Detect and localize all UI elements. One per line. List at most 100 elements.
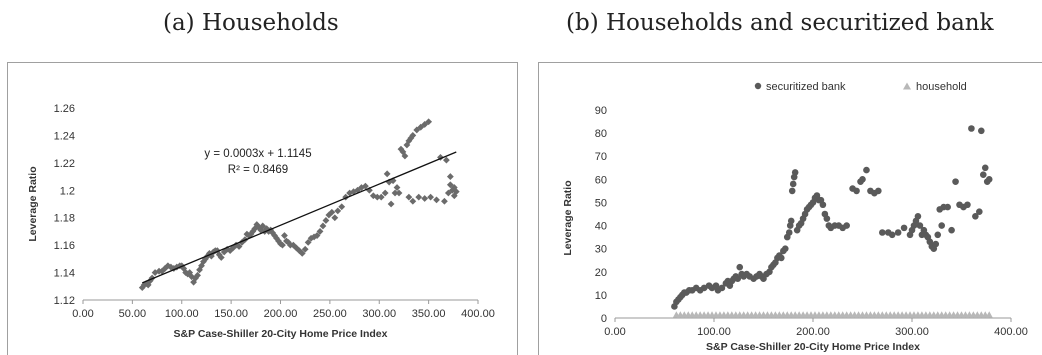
data-point-diamond: [425, 118, 433, 126]
x-tick-label: 0.00: [604, 326, 625, 338]
x-tick-label: 200.00: [264, 308, 298, 320]
y-tick-label: 10: [595, 290, 607, 302]
data-point-securitized-bank: [819, 201, 827, 209]
trendline: [142, 151, 457, 284]
trendline-r-squared: R² = 0.8469: [228, 164, 288, 176]
data-point-diamond: [281, 232, 288, 239]
data-point-diamond: [251, 225, 259, 233]
y-tick-label: 1.24: [54, 130, 75, 142]
y-tick-label: 40: [595, 221, 607, 233]
x-axis-title: S&P Case-Shiller 20-City Home Price Inde…: [706, 341, 920, 353]
data-point-diamond: [415, 193, 423, 201]
data-point-diamond: [346, 189, 354, 197]
data-point-diamond: [331, 214, 339, 222]
y-tick-label: 1.26: [54, 103, 75, 115]
data-point-diamond: [373, 193, 381, 201]
data-point-diamond: [316, 228, 324, 235]
data-point-diamond: [215, 251, 223, 259]
data-point-diamond: [223, 245, 231, 253]
y-tick-label: 70: [595, 151, 607, 163]
data-point-diamond: [381, 189, 389, 197]
x-tick-label: 300.00: [362, 308, 396, 320]
x-tick-label: 0.00: [72, 308, 93, 320]
data-point-diamond: [389, 177, 397, 185]
y-tick-label: 60: [595, 174, 607, 186]
data-point-securitized-bank: [734, 275, 742, 283]
y-tick-label: 1.16: [54, 240, 75, 252]
trendline-equation: y = 0.0003x + 1.1145: [204, 148, 311, 160]
y-tick-label: 20: [595, 267, 607, 279]
data-point-diamond: [338, 203, 346, 211]
data-point-securitized-bank: [981, 164, 989, 172]
data-point-securitized-bank: [938, 222, 945, 229]
data-point-securitized-bank: [736, 263, 744, 271]
data-point-securitized-bank: [823, 215, 831, 222]
data-point-securitized-bank: [778, 254, 785, 262]
data-point-diamond: [443, 156, 450, 164]
data-point-diamond: [377, 193, 385, 201]
data-point-securitized-bank: [791, 169, 799, 176]
data-point-diamond: [328, 208, 336, 216]
x-axis-title: S&P Case-Shiller 20-City Home Price Inde…: [174, 328, 388, 340]
y-tick-label: 1.14: [54, 268, 75, 280]
data-point-securitized-bank: [787, 217, 795, 225]
caption-households: (a) Households: [163, 10, 339, 36]
data-point-diamond: [391, 189, 399, 197]
data-point-diamond: [433, 196, 440, 204]
data-point-securitized-bank: [944, 203, 951, 211]
chart-securitized-bank-svg: 0 10 20 30 40 50 60 70 80 90 0.00 100.00 200.00 300.0…: [562, 81, 1028, 353]
data-point-diamond: [401, 152, 409, 160]
data-point-diamond: [395, 189, 403, 197]
x-tick-label: 200.00: [796, 326, 830, 338]
data-point-securitized-bank: [879, 229, 886, 236]
data-point-securitized-bank: [934, 231, 942, 239]
data-point-diamond: [421, 195, 429, 202]
data-point-securitized-bank: [875, 187, 882, 195]
x-tick-label: 150.00: [214, 308, 248, 320]
data-point-diamond: [301, 245, 309, 253]
x-tick-label: 100.00: [697, 326, 731, 338]
data-point-securitized-bank: [952, 178, 959, 185]
data-point-diamond: [405, 137, 413, 145]
data-point-diamond: [322, 217, 330, 224]
y-tick-label: 50: [595, 197, 607, 209]
data-point-diamond: [279, 241, 286, 249]
data-point-diamond: [441, 197, 448, 205]
y-axis-title: Leverage Ratio: [562, 180, 574, 255]
x-tick-label: 50.00: [119, 308, 147, 320]
x-tick-label: 350.00: [412, 308, 446, 320]
data-point-household: [985, 311, 993, 318]
data-point-securitized-bank: [932, 240, 940, 248]
data-point-securitized-bank: [863, 166, 870, 174]
data-point-securitized-bank: [789, 180, 797, 188]
chart-panel-households-securitized-bank: 0 10 20 30 40 50 60 70 80 90 0.00 100.00 200.00 300.0…: [538, 62, 1042, 355]
data-point-diamond: [446, 173, 454, 180]
y-axis-title: Leverage Ratio: [27, 166, 39, 241]
data-point-diamond: [226, 247, 234, 255]
y-tick-label: 1.12: [54, 295, 75, 307]
data-point-diamond: [138, 284, 146, 292]
x-tick-label: 400.00: [994, 326, 1028, 338]
caption-households-securitized-bank: (b) Households and securitized bank: [566, 10, 994, 36]
y-tick-label: 90: [595, 105, 607, 117]
data-point-diamond: [298, 249, 306, 257]
data-point-diamond: [304, 239, 312, 246]
data-point-diamond: [334, 207, 342, 215]
data-point-securitized-bank: [979, 171, 987, 179]
data-point-securitized-bank: [948, 226, 955, 234]
data-point-securitized-bank: [781, 245, 789, 252]
data-point-securitized-bank: [894, 229, 902, 236]
data-point-diamond: [307, 234, 315, 242]
data-point-securitized-bank: [985, 176, 993, 183]
data-point-diamond: [220, 248, 228, 256]
data-point-diamond: [202, 255, 209, 263]
data-point-diamond: [319, 222, 327, 230]
data-point-diamond: [161, 265, 169, 272]
legend-label-household: household: [916, 81, 967, 93]
data-point-securitized-bank: [978, 127, 985, 135]
x-tick-label: 250.00: [313, 308, 347, 320]
data-point-securitized-bank: [972, 213, 979, 220]
data-point-diamond: [217, 254, 225, 261]
x-tick-label: 300.00: [895, 326, 929, 338]
data-point-securitized-bank: [964, 201, 971, 209]
